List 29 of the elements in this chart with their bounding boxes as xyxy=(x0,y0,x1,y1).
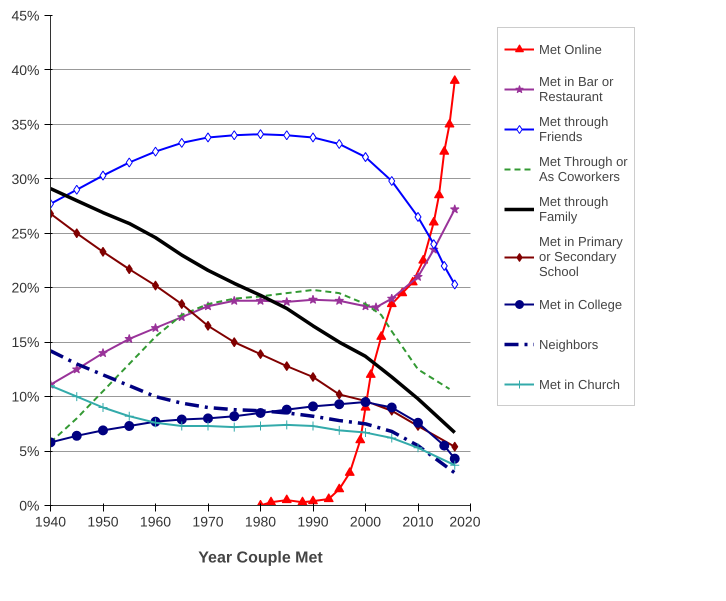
x-tick-label: 1940 xyxy=(34,514,66,530)
x-tick-label: 1950 xyxy=(87,514,119,530)
y-tick-label: 5% xyxy=(19,443,40,460)
legend-label: Neighbors xyxy=(539,336,598,354)
x-tick-label: 2000 xyxy=(350,514,382,530)
legend-label: Met in Bar or Restaurant xyxy=(539,74,614,104)
y-tick-label: 25% xyxy=(11,225,40,242)
y-tick-label: 20% xyxy=(11,280,40,296)
legend-label: Met in Church xyxy=(539,376,620,394)
x-tick-label: 1970 xyxy=(192,514,224,530)
x-tick-label: 2010 xyxy=(402,514,434,530)
legend-label: Met Online xyxy=(539,40,602,58)
x-axis-title: Year Couple Met xyxy=(198,550,324,566)
legend-label: Met through Family xyxy=(539,194,608,224)
legend-label: Met in College xyxy=(539,296,622,314)
y-tick-label: 15% xyxy=(11,334,40,350)
legend-label: Met in Primary or Secondary School xyxy=(539,234,623,279)
y-tick-label: 10% xyxy=(11,388,40,405)
x-tick-label: 1960 xyxy=(140,514,172,530)
x-tick-label: 2020 xyxy=(449,514,481,530)
y-tick-label: 45% xyxy=(11,8,40,24)
legend-label: Met through Friends xyxy=(539,114,608,144)
x-tick-label: 1990 xyxy=(297,514,329,530)
legend-label: Met Through or As Coworkers xyxy=(539,154,628,184)
y-tick-label: 40% xyxy=(11,62,40,78)
y-tick-label: 0% xyxy=(19,498,40,514)
y-tick-label: 30% xyxy=(11,170,40,187)
y-tick-label: 35% xyxy=(11,116,40,132)
x-tick-label: 1980 xyxy=(244,514,276,530)
